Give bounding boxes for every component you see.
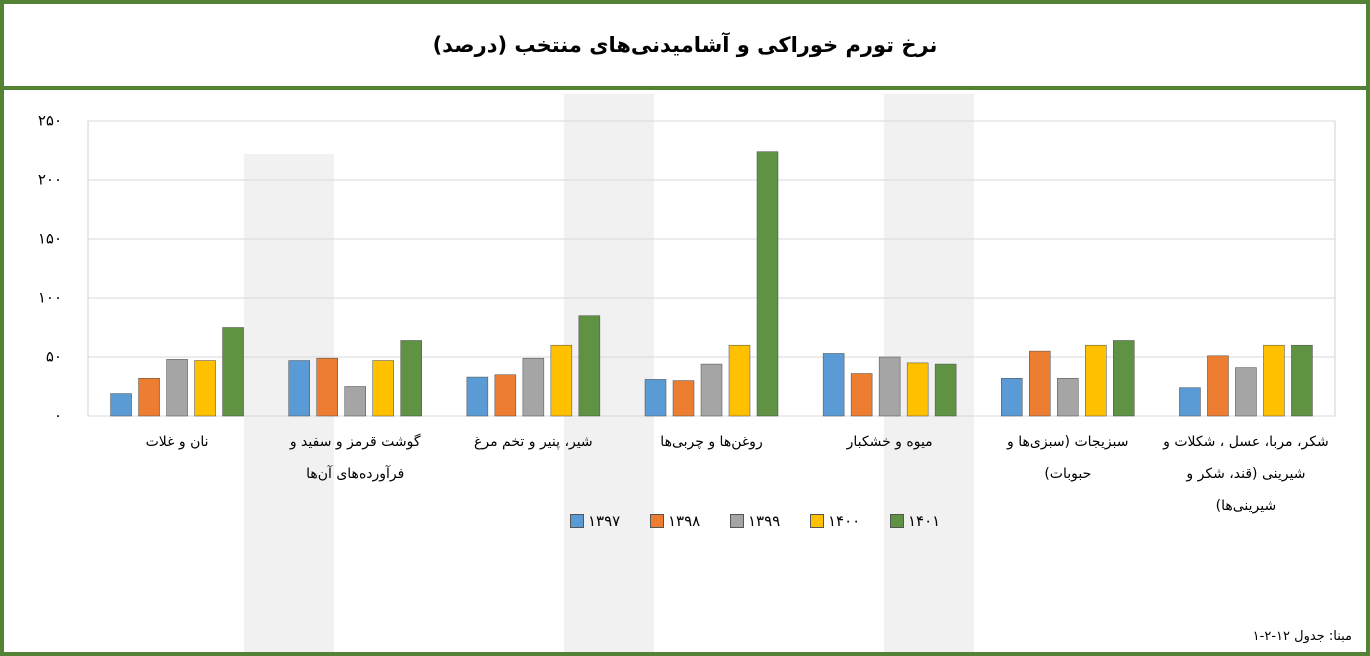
x-tick-label: شکر، مربا، عسل ، شکلات و شیرینی (قند، شک… <box>1163 434 1329 514</box>
chart-title: نرخ تورم خوراکی و آشامیدنی‌های منتخب (در… <box>4 4 1366 90</box>
watermark <box>244 94 974 652</box>
x-tick-label: گوشت قرمز و سفید و فرآورده‌های آن‌ها <box>289 434 421 482</box>
x-tick-label: شیر، پنیر و تخم مرغ <box>474 434 593 450</box>
legend-swatch <box>890 514 904 528</box>
source-note: مبنا: جدول ۱۲-۲-۱ <box>1252 629 1352 644</box>
bar <box>756 151 779 417</box>
bar <box>644 379 667 417</box>
y-tick-label: ۲۰۰ <box>38 171 62 189</box>
plot: ۰ ۵۰ ۱۰۰ ۱۵۰ ۲۰۰ ۲۵۰ <box>38 94 1336 652</box>
bar <box>522 357 545 417</box>
bar <box>550 344 573 417</box>
x-tick-label: سبزیجات (سبزی‌ها و حبوبات) <box>1007 434 1129 482</box>
y-tick-label: ۰ <box>54 407 62 425</box>
bar <box>934 363 957 417</box>
bar <box>1235 367 1257 417</box>
bar <box>1057 377 1079 417</box>
bar <box>1263 344 1285 417</box>
legend-label: ۱۳۹۹ <box>748 512 781 530</box>
legend-swatch <box>730 514 744 528</box>
bar <box>466 376 489 417</box>
bar <box>1179 387 1201 417</box>
y-tick-label: ۱۰۰ <box>38 289 62 307</box>
bar <box>728 344 751 417</box>
bar <box>822 353 845 417</box>
bar <box>700 363 723 417</box>
bar <box>1291 344 1313 417</box>
bar <box>138 377 160 417</box>
bar <box>316 357 338 417</box>
legend-item: ۱۳۹۹ <box>730 512 780 530</box>
bar <box>672 380 695 417</box>
bar <box>110 393 132 417</box>
bar <box>1029 350 1051 417</box>
legend-item: ۱۴۰۱ <box>890 512 940 530</box>
bar <box>1207 355 1229 417</box>
bar <box>166 359 188 417</box>
legend-label: ۱۴۰۰ <box>828 512 861 530</box>
x-tick-label: نان و غلات <box>145 434 209 450</box>
bar <box>850 373 873 417</box>
x-tick-label: میوه و خشکبار <box>846 434 933 450</box>
legend-swatch <box>570 514 584 528</box>
bar <box>1113 340 1135 417</box>
legend-item: ۱۳۹۷ <box>570 512 620 530</box>
bar <box>372 360 394 417</box>
bar <box>288 360 310 417</box>
x-tick-label: روغن‌ها و چربی‌ها <box>660 434 763 450</box>
bar <box>1085 344 1107 417</box>
bar <box>494 374 517 417</box>
legend-item: ۱۳۹۸ <box>650 512 700 530</box>
bar <box>344 386 366 417</box>
y-tick-label: ۱۵۰ <box>38 230 62 248</box>
y-tick-label: ۵۰ <box>46 348 62 366</box>
bar <box>1001 377 1023 417</box>
legend-item: ۱۴۰۰ <box>810 512 860 530</box>
bar <box>906 362 929 417</box>
legend-swatch <box>810 514 824 528</box>
legend-label: ۱۴۰۱ <box>908 512 941 530</box>
legend-label: ۱۳۹۸ <box>668 512 701 530</box>
bar <box>878 356 901 417</box>
bar <box>400 340 422 417</box>
bar <box>578 315 601 417</box>
y-tick-label: ۲۵۰ <box>38 112 62 130</box>
bar <box>194 360 216 417</box>
legend-label: ۱۳۹۷ <box>588 512 621 530</box>
legend-swatch <box>650 514 664 528</box>
bar <box>222 327 244 417</box>
